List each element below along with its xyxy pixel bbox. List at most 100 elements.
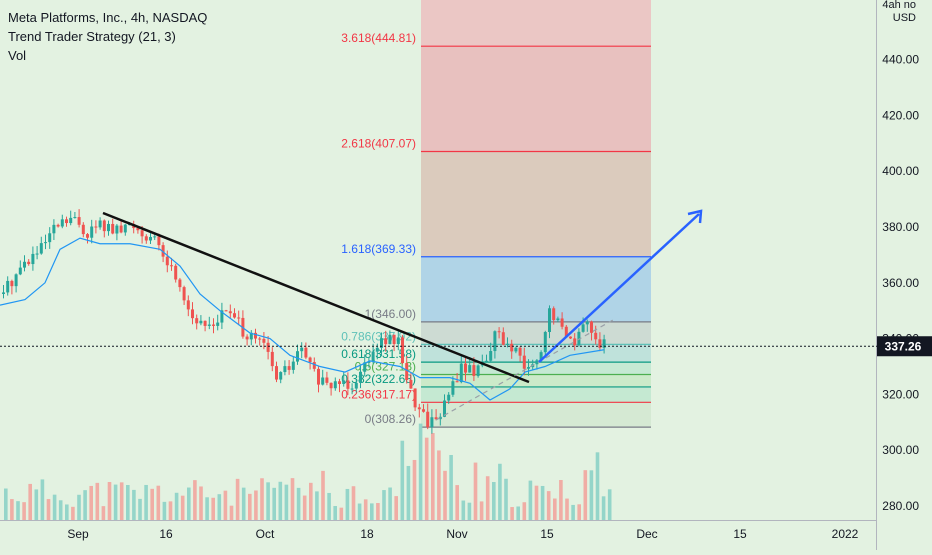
volume-bar — [418, 423, 423, 520]
candle-body — [237, 317, 241, 319]
volume-bar — [467, 502, 472, 520]
price-tick-label[interactable]: 280.00 — [882, 499, 919, 513]
candle-body — [140, 230, 144, 237]
time-tick-label[interactable]: 18 — [360, 527, 374, 541]
chart-legend: Meta Platforms, Inc., 4h, NASDAQ Trend T… — [8, 8, 207, 65]
price-tick-label[interactable]: 320.00 — [882, 387, 919, 401]
candle — [493, 330, 497, 359]
volume-bar — [400, 440, 405, 520]
volume-bar — [199, 486, 203, 520]
candle — [237, 310, 241, 326]
price-tick-label[interactable]: 380.00 — [882, 220, 919, 234]
candle — [199, 315, 203, 326]
candle — [548, 305, 551, 339]
price-tick-label[interactable]: 420.00 — [882, 108, 919, 122]
volume-bar — [290, 478, 295, 520]
candle-body — [191, 309, 194, 319]
price-tick-label[interactable]: 440.00 — [882, 53, 919, 67]
price-tick-label[interactable]: 360.00 — [882, 276, 919, 290]
candle — [569, 336, 572, 339]
volume-bar — [516, 506, 520, 520]
candle — [317, 365, 320, 393]
candle-body — [543, 332, 547, 353]
candle-body — [422, 409, 425, 412]
volume-bar — [107, 482, 112, 520]
fib-level-label: 0.618(331.58) — [341, 347, 416, 361]
volume-bar — [394, 496, 398, 520]
downtrend-line[interactable] — [102, 211, 530, 384]
candle — [178, 277, 182, 292]
candle-body — [485, 360, 488, 363]
time-tick-label[interactable]: 15 — [540, 527, 554, 541]
time-tick-label[interactable]: Dec — [636, 527, 657, 541]
candle — [413, 388, 417, 412]
candle — [81, 222, 85, 238]
candle-body — [413, 388, 417, 408]
candle — [321, 369, 325, 386]
candle-body — [522, 355, 526, 369]
candle-body — [510, 343, 514, 352]
candle-body — [14, 274, 18, 287]
volume-bar — [223, 490, 228, 520]
candle — [459, 356, 463, 384]
candle-body — [321, 377, 325, 385]
projection-arrow-line[interactable] — [538, 213, 700, 363]
volume-bar — [34, 489, 39, 520]
volume-bar — [534, 485, 539, 520]
volume-bar — [296, 487, 301, 520]
fib-band — [421, 321, 651, 345]
time-tick-label[interactable]: 15 — [733, 527, 747, 541]
volume-bar — [327, 492, 331, 520]
candle-body — [233, 313, 236, 318]
price-tick-label[interactable]: 300.00 — [882, 443, 919, 457]
fib-level-label: 0.236(317.17) — [341, 387, 416, 401]
indicator-title[interactable]: Trend Trader Strategy (21, 3) — [8, 29, 176, 44]
volume-bar — [510, 507, 514, 520]
time-tick-label[interactable]: 16 — [159, 527, 173, 541]
candle — [489, 342, 493, 362]
dashed-support-line[interactable] — [435, 319, 614, 421]
candle-body — [602, 339, 606, 348]
projection-arrow-head[interactable] — [687, 209, 703, 224]
price-tick-label[interactable]: 400.00 — [882, 164, 919, 178]
candle-body — [464, 363, 467, 373]
volume-bar — [101, 506, 106, 520]
volume-bar — [565, 498, 569, 520]
candle-body — [388, 334, 392, 345]
candle-body — [35, 253, 39, 255]
candle — [115, 223, 119, 241]
candle-body — [514, 347, 518, 352]
volume-bar — [58, 500, 63, 520]
candle — [279, 371, 283, 384]
candle-body — [39, 243, 43, 254]
candle — [325, 371, 329, 386]
candle-body — [6, 280, 10, 293]
volume-bar — [16, 501, 20, 520]
fib-band — [421, 151, 651, 257]
time-tick-label[interactable]: Sep — [67, 527, 89, 541]
candle — [430, 409, 434, 434]
candle-body — [497, 331, 501, 333]
candle — [6, 276, 10, 296]
time-tick-label[interactable]: Nov — [446, 527, 467, 541]
candle — [170, 257, 173, 271]
symbol-title[interactable]: Meta Platforms, Inc., 4h, NASDAQ — [8, 10, 208, 25]
volume-bar — [492, 482, 496, 520]
candle — [422, 404, 425, 413]
volume-bar — [498, 463, 502, 520]
time-tick-label[interactable]: 2022 — [832, 527, 859, 541]
volume-title[interactable]: Vol — [8, 48, 27, 63]
candle-body — [581, 324, 585, 332]
candle — [443, 394, 446, 418]
candle-body — [354, 382, 358, 389]
trend-trader-line[interactable] — [0, 237, 605, 401]
volume-bar — [321, 470, 325, 520]
time-tick-label[interactable]: Oct — [256, 527, 275, 541]
candle — [60, 214, 64, 229]
candle-body — [468, 365, 472, 373]
current-price-badge — [877, 336, 932, 357]
candle-body — [212, 324, 215, 326]
candle — [216, 314, 220, 331]
